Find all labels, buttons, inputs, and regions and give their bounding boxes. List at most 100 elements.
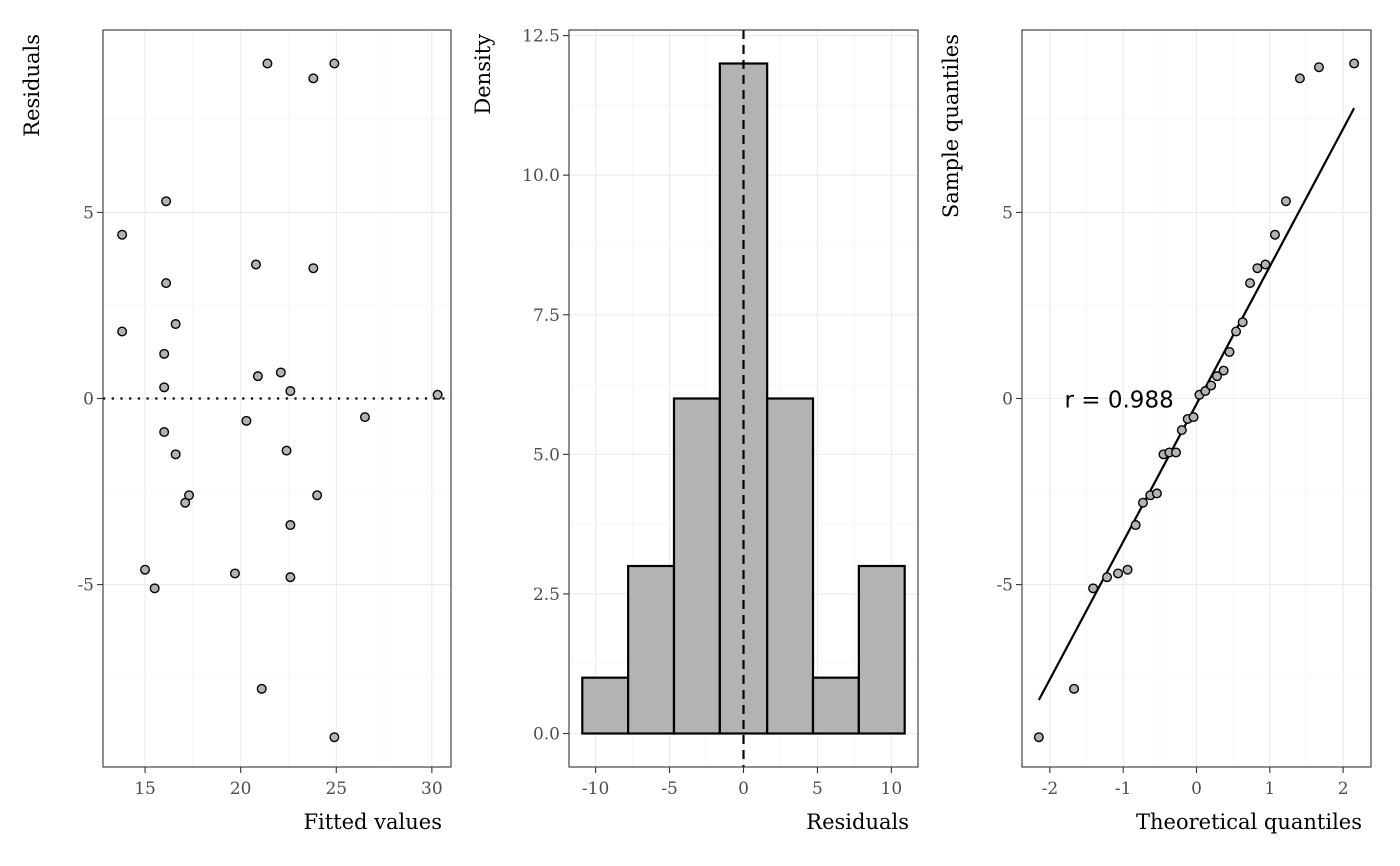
x-tick-label: 0 [1191, 779, 1202, 799]
x-tick-label: 15 [134, 779, 156, 799]
data-point [275, 367, 286, 378]
data-point [149, 583, 160, 594]
data-point [140, 564, 151, 575]
data-point [1176, 425, 1187, 436]
data-point [1294, 73, 1305, 84]
data-point [432, 389, 443, 400]
x-tick-label: 1 [1264, 779, 1275, 799]
data-point [1252, 263, 1263, 274]
data-point [159, 427, 170, 438]
y-tick-label: 5 [83, 203, 94, 223]
x-tick-label: -2 [1042, 779, 1059, 799]
data-point [184, 490, 195, 501]
data-point [1231, 326, 1242, 337]
data-point [170, 449, 181, 460]
x-axis-title: Theoretical quantiles [1136, 810, 1362, 834]
y-tick-label: 5 [1002, 203, 1013, 223]
panel-3: r = 0.988 -2 -1 0 1 2 -5 0 5 Theoretical quantile… [939, 29, 1372, 834]
data-point [117, 229, 128, 240]
y-tick-label: 12.5 [522, 27, 560, 47]
y-tick-label: -5 [77, 576, 94, 596]
data-point [1280, 196, 1291, 207]
data-point [241, 415, 252, 426]
x-tick-label: 25 [325, 779, 347, 799]
histogram-bar [857, 564, 906, 735]
data-point [1200, 386, 1211, 397]
data-point [1102, 572, 1113, 583]
y-axis-title: Residuals [20, 34, 44, 137]
data-point [359, 412, 370, 423]
data-point [1212, 371, 1223, 382]
panel-1: 15 20 25 30 -5 0 5 Fitted values Residuals [20, 29, 452, 834]
data-point [281, 445, 292, 456]
x-tick-label: 5 [812, 779, 823, 799]
data-point [161, 196, 172, 207]
histogram-bar [811, 676, 860, 735]
y-tick-label: 0 [1002, 390, 1013, 410]
data-point [1137, 497, 1148, 508]
y-axis-title: Sample quantiles [939, 34, 963, 218]
data-point [250, 259, 261, 270]
data-point [229, 568, 240, 579]
data-point [308, 73, 319, 84]
histogram-bar [627, 564, 676, 735]
histogram-bar [766, 397, 815, 735]
x-tick-label: -10 [582, 779, 609, 799]
data-point [1033, 732, 1044, 743]
data-point [1069, 683, 1080, 694]
data-point [1188, 412, 1199, 423]
y-axis-title: Density [471, 34, 495, 115]
x-tick-label: 30 [421, 779, 443, 799]
x-tick-label: 20 [230, 779, 252, 799]
data-point [1260, 259, 1271, 270]
data-point [159, 348, 170, 359]
histogram-bar [581, 676, 630, 735]
data-point [1269, 229, 1280, 240]
correlation-annotation: r = 0.988 [1065, 388, 1174, 414]
data-point [1122, 564, 1133, 575]
data-point [329, 58, 340, 69]
data-point [1349, 58, 1360, 69]
data-point [161, 278, 172, 289]
y-tick-label: 5.0 [533, 445, 560, 465]
x-axis-title: Residuals [806, 810, 909, 834]
y-tick-label: -5 [996, 576, 1013, 596]
x-tick-label: -5 [661, 779, 678, 799]
data-point [1170, 447, 1181, 458]
data-point [256, 683, 267, 694]
data-point [1113, 568, 1124, 579]
data-point [1313, 62, 1324, 73]
data-point [1245, 278, 1256, 289]
panel-2: -10 -5 0 5 10 0.0 2.5 5.0 7.5 10.0 12.5 Residuals De… [471, 27, 919, 834]
x-tick-label: -1 [1115, 779, 1132, 799]
x-tick-label: 10 [881, 779, 903, 799]
data-point [329, 732, 340, 743]
data-point [285, 520, 296, 531]
data-point [1237, 317, 1248, 328]
qq-fit-line [1037, 107, 1356, 701]
data-point [262, 58, 273, 69]
histogram-bar [672, 397, 721, 735]
y-tick-label: 10.0 [522, 166, 560, 186]
data-point [159, 382, 170, 393]
y-tick-label: 2.5 [533, 585, 560, 605]
data-point [1206, 380, 1217, 391]
data-point [285, 572, 296, 583]
y-tick-label: 7.5 [533, 306, 560, 326]
data-point [1151, 488, 1162, 499]
data-point [308, 263, 319, 274]
data-point [312, 490, 323, 501]
y-tick-label: 0.0 [533, 725, 560, 745]
data-point [170, 319, 181, 330]
x-axis-title: Fitted values [303, 810, 442, 834]
data-point [1088, 583, 1099, 594]
x-tick-label: 2 [1338, 779, 1349, 799]
data-point [1224, 346, 1235, 357]
data-point [252, 371, 263, 382]
data-point [1218, 365, 1229, 376]
data-point [1130, 520, 1141, 531]
x-tick-label: 0 [738, 779, 749, 799]
y-tick-label: 0 [83, 390, 94, 410]
data-point [117, 326, 128, 337]
